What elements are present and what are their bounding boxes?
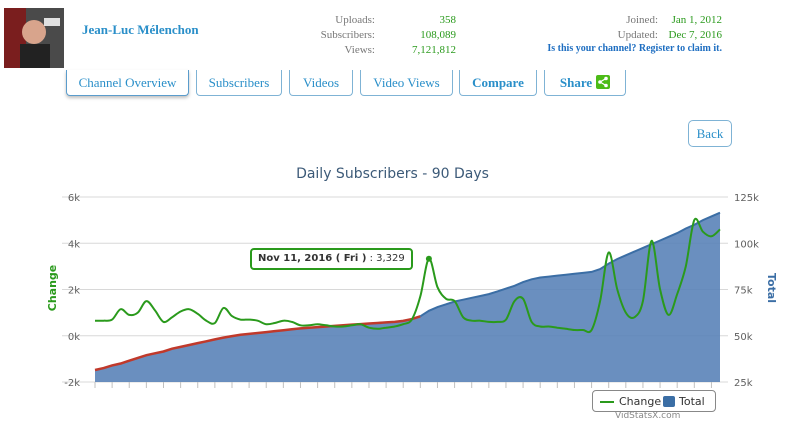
tooltip-date: Nov 11, 2016 ( Fri )	[258, 253, 367, 264]
legend-change-swatch	[600, 401, 614, 403]
left-tick-label: 6k	[68, 193, 80, 204]
total-area	[95, 212, 720, 382]
legend-total-swatch	[663, 396, 675, 407]
legend-change-label[interactable]: Change	[619, 395, 662, 408]
channel-name[interactable]: Jean-Luc Mélenchon	[82, 22, 199, 37]
uploads-label: Uploads:	[335, 14, 375, 26]
views-label: Views:	[344, 44, 375, 56]
right-tick-label: 125k	[734, 193, 759, 204]
left-tick-label: -2k	[64, 378, 80, 389]
subscribers-value: 108,089	[420, 29, 456, 41]
channel-header: Jean-Luc Mélenchon Uploads: Subscribers:…	[0, 0, 785, 70]
uploads-value: 358	[439, 14, 457, 26]
left-tick-label: 4k	[68, 239, 80, 250]
avatar-image	[4, 8, 64, 68]
right-tick-label: 75k	[734, 286, 753, 297]
chart-legend[interactable]: Change Total	[592, 390, 716, 412]
back-button[interactable]: Back	[688, 120, 732, 147]
updated-label: Updated:	[617, 29, 658, 41]
subscribers-label: Subscribers:	[320, 29, 375, 41]
tab-subscribers[interactable]: Subscribers	[196, 70, 282, 96]
right-axis-title: Total	[765, 273, 778, 303]
joined-label: Joined:	[626, 14, 658, 26]
left-tick-label: 0k	[68, 332, 80, 343]
stats-labels: Uploads: Subscribers: Views:	[290, 13, 375, 58]
right-tick-label: 50k	[734, 332, 753, 343]
channel-avatar[interactable]	[4, 8, 64, 68]
tooltip-point	[425, 255, 432, 262]
meta-values: Jan 1, 2012 Dec 7, 2016	[660, 13, 722, 43]
tooltip-value: 3,329	[376, 253, 405, 264]
change-line	[94, 217, 721, 334]
share-icon	[596, 75, 611, 89]
tab-videos[interactable]: Videos	[289, 70, 353, 96]
left-tick-label: 2k	[68, 286, 80, 297]
chart-tooltip: Nov 11, 2016 ( Fri ) : 3,329	[250, 248, 413, 270]
updated-value: Dec 7, 2016	[668, 29, 722, 41]
total-line	[419, 211, 721, 318]
right-tick-label: 25k	[734, 378, 753, 389]
right-tick-label: 100k	[734, 239, 759, 250]
tab-share-label: Share	[559, 75, 593, 90]
tab-video-views[interactable]: Video Views	[360, 70, 453, 96]
stats-values: 358 108,089 7,121,812	[380, 13, 456, 58]
joined-value: Jan 1, 2012	[671, 14, 722, 26]
tab-channel-overview[interactable]: Channel Overview	[66, 70, 189, 96]
tab-share[interactable]: Share	[544, 70, 626, 96]
claim-channel-link[interactable]: Is this your channel? Register to claim …	[547, 43, 722, 54]
tab-compare[interactable]: Compare	[459, 70, 537, 96]
chart-credit[interactable]: VidStatsX.com	[615, 411, 681, 421]
legend-total-label[interactable]: Total	[679, 395, 705, 408]
chart-title: Daily Subscribers - 90 Days	[296, 166, 489, 182]
left-axis-title: Change	[46, 265, 59, 312]
meta-labels: Joined: Updated:	[560, 13, 658, 43]
views-value: 7,121,812	[412, 44, 456, 56]
total-line-early	[94, 315, 421, 372]
